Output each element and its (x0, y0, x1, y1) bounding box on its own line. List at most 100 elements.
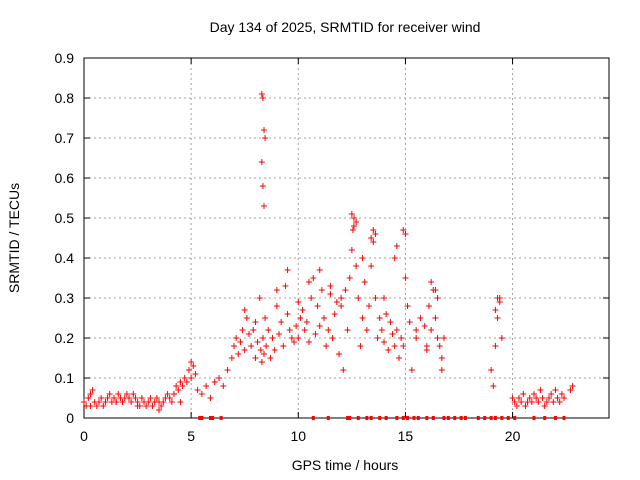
data-point (295, 335, 302, 341)
data-point (258, 359, 265, 365)
data-point (312, 331, 319, 337)
data-point (413, 327, 420, 333)
data-point (488, 367, 495, 373)
data-point-zero (412, 416, 416, 420)
data-point-zero (463, 416, 467, 420)
data-point-zero (562, 416, 566, 420)
y-tick-label: 0.3 (55, 290, 75, 306)
data-point-zero (219, 416, 223, 420)
data-point (348, 211, 355, 217)
data-point (273, 287, 280, 293)
data-point (546, 395, 552, 401)
data-point (368, 263, 375, 269)
data-point (85, 395, 92, 401)
data-point-zero (401, 416, 405, 420)
data-point (526, 395, 533, 401)
data-point (134, 403, 141, 409)
data-point (233, 335, 240, 341)
data-point (539, 395, 546, 401)
data-point (241, 307, 248, 313)
data-point (295, 299, 302, 305)
data-point (171, 391, 177, 397)
x-tick-label: 5 (187, 428, 195, 444)
data-point (138, 395, 145, 401)
data-point (297, 315, 304, 321)
data-point (434, 335, 441, 341)
data-point (376, 315, 383, 321)
data-point (408, 367, 415, 373)
data-point (438, 367, 445, 373)
data-point (153, 395, 160, 401)
data-point (106, 391, 113, 397)
data-point (391, 343, 398, 349)
data-point (554, 395, 561, 401)
data-point (561, 395, 567, 401)
data-point (331, 311, 338, 317)
data-point (513, 403, 520, 409)
data-point-zero (365, 416, 369, 420)
data-point (258, 159, 265, 165)
data-point (87, 403, 94, 409)
data-point (389, 331, 396, 337)
data-point (81, 399, 87, 405)
data-point (426, 303, 432, 309)
data-point (235, 351, 242, 357)
data-point (93, 403, 100, 409)
data-point (396, 355, 402, 361)
data-point (132, 395, 139, 401)
data-point (336, 351, 342, 357)
data-point-zero (476, 416, 480, 420)
data-point (393, 243, 400, 249)
data-point (301, 327, 308, 333)
data-point (316, 267, 323, 273)
data-point (104, 395, 111, 401)
data-point (177, 399, 184, 405)
data-point-zero (506, 416, 510, 420)
data-point (537, 387, 544, 393)
data-point (248, 343, 255, 349)
data-point (372, 231, 379, 237)
data-point (385, 347, 392, 353)
data-point (282, 283, 289, 289)
data-point (243, 315, 250, 321)
data-point (368, 235, 375, 241)
data-point (130, 391, 137, 397)
data-point-zero (543, 416, 547, 420)
data-point (351, 215, 357, 221)
data-point-zero (500, 416, 504, 420)
data-point (359, 255, 366, 261)
y-tick-label: 0.6 (55, 170, 75, 186)
data-point (259, 183, 266, 189)
data-point (387, 319, 394, 325)
data-point (258, 91, 265, 97)
data-point (261, 203, 267, 209)
data-point-zero (311, 416, 315, 420)
data-point (363, 327, 370, 333)
data-point (432, 287, 439, 293)
x-tick-label: 0 (80, 428, 88, 444)
data-point (128, 399, 135, 405)
data-point (306, 279, 312, 285)
data-point (344, 327, 351, 333)
data-point (246, 331, 252, 337)
data-point-zero (453, 416, 457, 420)
data-point (436, 343, 443, 349)
data-point-zero (406, 416, 410, 420)
data-point-zero (442, 416, 446, 420)
data-point (329, 335, 336, 341)
data-point (303, 319, 310, 325)
data-point (413, 335, 420, 341)
data-point (220, 383, 227, 389)
data-point (241, 347, 248, 353)
data-point (100, 403, 107, 409)
data-point-zero (489, 416, 493, 420)
data-point (492, 307, 499, 313)
data-point (421, 323, 428, 329)
data-point (556, 399, 563, 405)
data-point (402, 231, 409, 237)
data-point (291, 339, 297, 345)
data-point (160, 399, 167, 405)
data-point (432, 315, 439, 321)
data-point (310, 275, 317, 281)
data-point (102, 399, 109, 405)
